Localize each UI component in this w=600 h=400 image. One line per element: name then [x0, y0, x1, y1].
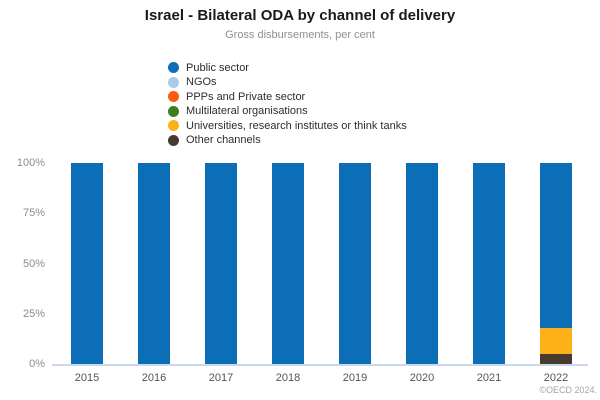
legend-label: PPPs and Private sector [186, 90, 306, 103]
chart-subtitle: Gross disbursements, per cent [225, 29, 375, 41]
chart-title: Israel - Bilateral ODA by channel of del… [144, 7, 456, 24]
legend-label: Other channels [186, 134, 261, 147]
y-tick-label: 0% [29, 358, 45, 370]
bar-segment-2022-public-sector[interactable] [540, 163, 572, 328]
bar-2016[interactable] [138, 163, 170, 364]
bar-segment-2016-public-sector[interactable] [138, 163, 170, 364]
legend-swatch-icon [168, 76, 179, 88]
legend-swatch-icon [168, 134, 179, 146]
bar-segment-2015-public-sector[interactable] [71, 163, 103, 364]
bar-2020[interactable] [406, 163, 438, 364]
bar-segment-2021-public-sector[interactable] [473, 163, 505, 364]
y-tick-label: 50% [22, 257, 45, 270]
y-tick-label: 75% [22, 207, 45, 220]
bar-segment-2022-other-channels[interactable] [540, 353, 572, 364]
bar-2019[interactable] [339, 163, 371, 364]
legend-item-ppps-and-private-sector[interactable]: PPPs and Private sector [168, 91, 407, 103]
legend-item-ngos[interactable]: NGOs [168, 76, 407, 89]
bar-2017[interactable] [205, 163, 237, 364]
bar-segment-2020-public-sector[interactable] [406, 163, 438, 364]
legend-label: Multilateral organisations [186, 105, 308, 118]
legend-label: Universities, research institutes or thi… [186, 119, 407, 132]
legend-item-public-sector[interactable]: Public sector [168, 62, 407, 74]
x-axis-line [52, 364, 588, 366]
x-tick-label-2022: 2022 [543, 372, 569, 384]
y-tick-label: 25% [22, 307, 45, 320]
legend-label: NGOs [186, 76, 217, 89]
bar-segment-2018-public-sector[interactable] [272, 163, 304, 364]
bar-2022[interactable] [540, 163, 572, 364]
x-tick-label-2019: 2019 [342, 372, 368, 384]
bar-2015[interactable] [71, 163, 103, 364]
legend-item-universities-research-institutes-or-think-tanks[interactable]: Universities, research institutes or thi… [168, 120, 407, 132]
bar-2018[interactable] [272, 163, 304, 364]
bar-segment-2017-public-sector[interactable] [205, 163, 237, 364]
y-tick-label: 100% [16, 157, 45, 169]
legend-label: Public sector [186, 61, 249, 74]
legend-swatch-icon [168, 105, 179, 117]
x-tick-label-2017: 2017 [208, 372, 234, 384]
legend-item-multilateral-organisations[interactable]: Multilateral organisations [168, 105, 407, 118]
bar-segment-2022-universities-research-institutes-or-think-tanks[interactable] [540, 327, 572, 354]
chart-legend: Public sector NGOs PPPs and Private sector… [168, 62, 407, 146]
bar-2021[interactable] [473, 163, 505, 364]
x-tick-label-2018: 2018 [275, 372, 301, 384]
bar-segment-2019-public-sector[interactable] [339, 163, 371, 364]
copyright-note: ©OECD 2024. [539, 385, 597, 395]
x-tick-label-2016: 2016 [141, 372, 167, 384]
x-tick-label-2015: 2015 [74, 372, 100, 384]
legend-swatch-icon [168, 120, 179, 132]
legend-item-other-channels[interactable]: Other channels [168, 134, 407, 147]
plot-area [52, 163, 588, 364]
legend-swatch-icon [168, 91, 179, 103]
legend-swatch-icon [168, 62, 179, 74]
x-tick-label-2021: 2021 [476, 372, 502, 384]
x-tick-label-2020: 2020 [409, 372, 435, 384]
